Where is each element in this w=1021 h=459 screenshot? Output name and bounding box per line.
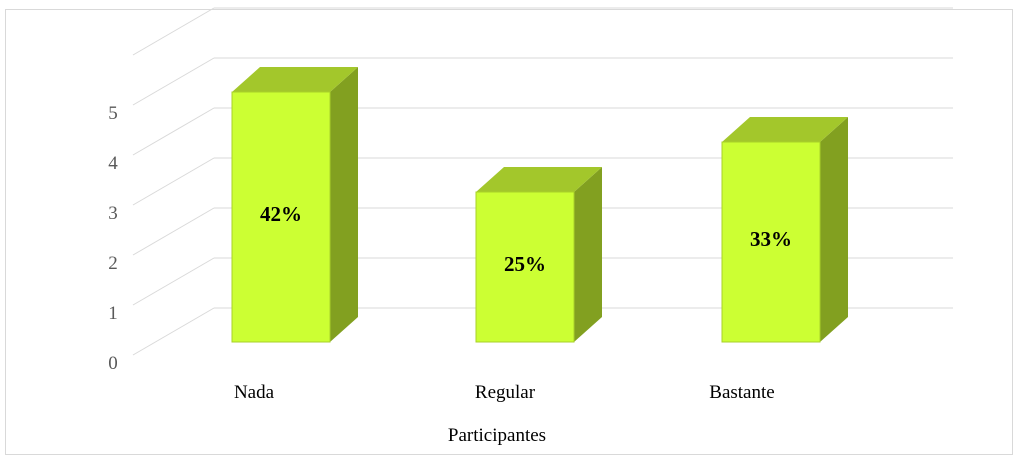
y-tick-label: 1 [108, 303, 118, 324]
y-tick-label: 2 [108, 253, 118, 274]
y-tick-label: 0 [108, 353, 118, 374]
bar-side [574, 167, 602, 342]
y-tick-label: 5 [108, 103, 118, 124]
bar-side [330, 67, 358, 342]
bar-front [475, 191, 575, 343]
x-axis-title: Participantes [448, 425, 546, 446]
bars: 42% 25% 33% [231, 67, 848, 343]
x-category-label: Regular [475, 382, 536, 403]
y-axis-ticks: 0 1 2 3 4 5 [108, 103, 118, 374]
bar [475, 167, 602, 343]
bar-top [476, 167, 602, 192]
bar-top [232, 67, 358, 92]
x-category-label: Nada [234, 382, 275, 403]
gridline-depth [132, 157, 215, 206]
gridline-depth [132, 7, 215, 56]
data-label: 33% [750, 227, 792, 251]
data-label: 42% [260, 202, 302, 226]
bar-top [722, 117, 848, 142]
x-category-label: Bastante [709, 382, 774, 403]
gridline-depth [132, 307, 215, 356]
bar-side [820, 117, 848, 342]
gridline-depth [132, 57, 215, 106]
y-tick-label: 4 [108, 153, 118, 174]
bar-front [721, 141, 821, 343]
bar [231, 67, 358, 343]
bar [721, 117, 848, 343]
gridline-depth [132, 107, 215, 156]
gridline-depth [132, 257, 215, 306]
y-tick-label: 3 [108, 203, 118, 224]
bar-front [231, 91, 331, 343]
x-axis-categories: Nada Regular Bastante [234, 382, 775, 403]
data-label: 25% [504, 252, 546, 276]
gridline-depth [132, 207, 215, 256]
